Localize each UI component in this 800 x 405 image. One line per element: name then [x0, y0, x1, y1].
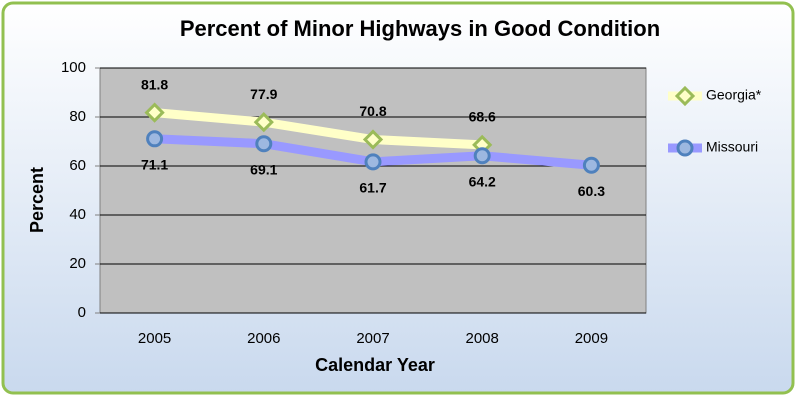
y-tick-label: 20: [69, 255, 86, 272]
data-label: 81.8: [141, 76, 168, 92]
data-label: 64.2: [469, 173, 496, 189]
x-tick-label: 2006: [247, 330, 280, 347]
data-marker: [362, 129, 384, 150]
y-tick-label: 60: [69, 157, 86, 174]
data-label: 61.7: [359, 180, 386, 196]
legend-label: Georgia*: [706, 87, 762, 103]
data-label: 71.1: [141, 157, 168, 173]
data-label: 69.1: [250, 161, 277, 177]
chart-title: Percent of Minor Highways in Good Condit…: [180, 16, 660, 41]
x-axis-label: Calendar Year: [315, 355, 435, 375]
x-tick-label: 2009: [575, 330, 608, 347]
data-marker: [473, 147, 491, 165]
data-label: 60.3: [578, 183, 605, 199]
data-label: 70.8: [359, 103, 386, 119]
y-tick-label: 80: [69, 108, 86, 125]
x-tick-label: 2008: [466, 330, 499, 347]
x-tick-label: 2007: [356, 330, 389, 347]
legend-marker: [676, 139, 694, 157]
legend-marker: [674, 85, 696, 107]
data-label: 77.9: [250, 86, 277, 102]
legend-label: Missouri: [706, 139, 758, 155]
data-marker: [364, 153, 382, 171]
y-axis-label: Percent: [27, 167, 47, 233]
data-marker: [253, 112, 274, 133]
data-marker: [146, 130, 164, 148]
y-tick-label: 100: [61, 59, 86, 76]
plot-area: [99, 67, 647, 314]
data-marker: [582, 156, 600, 174]
x-tick-label: 2005: [138, 330, 171, 347]
series-line: [150, 108, 487, 150]
data-marker: [144, 102, 165, 123]
y-tick-label: 0: [78, 304, 86, 321]
data-label: 68.6: [469, 109, 496, 125]
y-tick-label: 40: [69, 206, 86, 223]
data-marker: [255, 135, 273, 153]
